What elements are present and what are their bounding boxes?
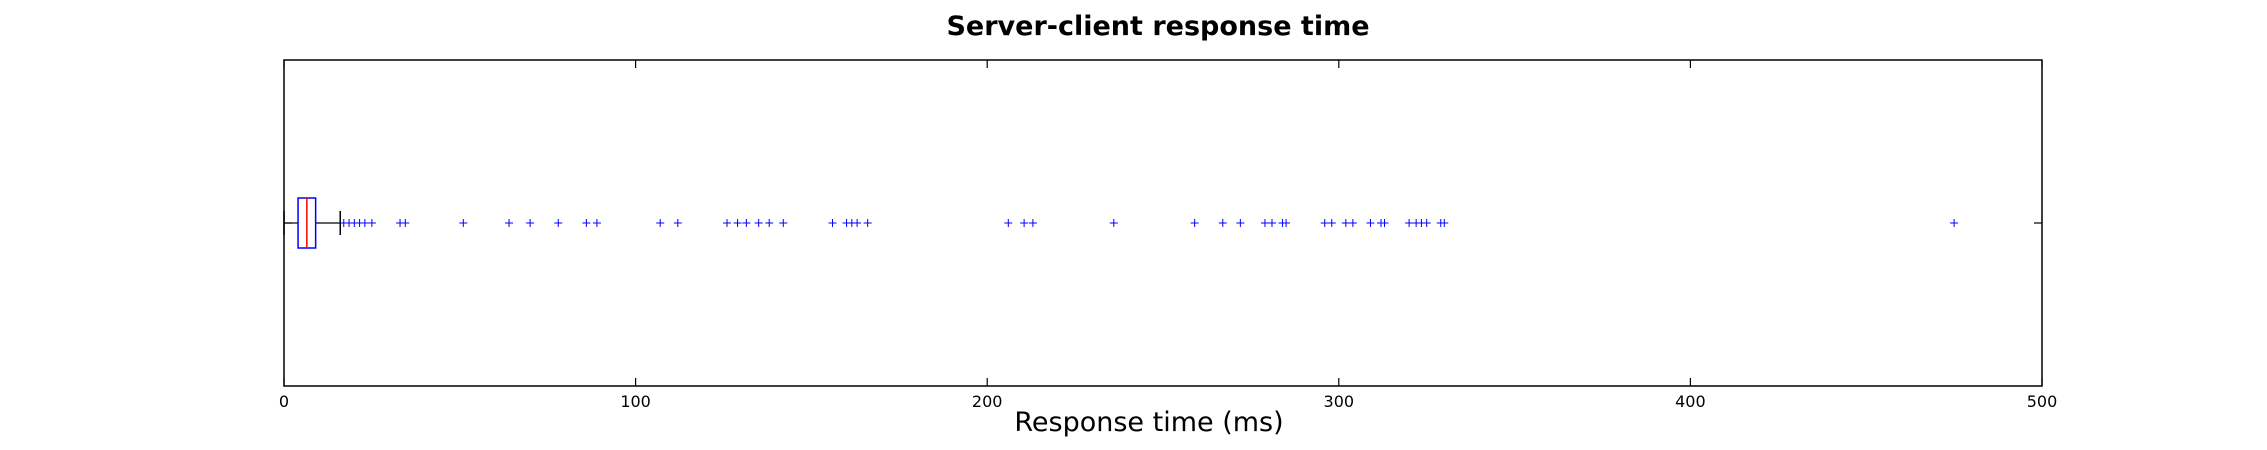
outlier-point [1004, 219, 1013, 227]
outlier-point [742, 219, 751, 227]
x-tick-label: 200 [972, 392, 1003, 411]
outlier-point [1028, 219, 1037, 227]
outlier-point [1020, 219, 1029, 227]
outlier-point [723, 219, 732, 227]
outlier-point [1380, 219, 1389, 227]
x-tick-label: 400 [1675, 392, 1706, 411]
outlier-point [1348, 219, 1357, 227]
outlier-point [1236, 219, 1245, 227]
x-tick-label: 300 [1324, 392, 1355, 411]
x-tick-label: 0 [279, 392, 289, 411]
outlier-point [505, 219, 514, 227]
outlier-point [459, 219, 468, 227]
outlier-point [582, 219, 591, 227]
outlier-point [656, 219, 665, 227]
outlier-point [554, 219, 563, 227]
outlier-point [1109, 219, 1118, 227]
outlier-point [1366, 219, 1375, 227]
outlier-point [1190, 219, 1199, 227]
outlier-point [592, 219, 601, 227]
plot-frame [283, 59, 2043, 387]
outlier-point [1405, 219, 1414, 227]
x-axis-label: Response time (ms) [1014, 407, 1283, 438]
outlier-point [673, 219, 682, 227]
outlier-point [1327, 219, 1336, 227]
outlier-point [1267, 219, 1276, 227]
outlier-point [401, 219, 410, 227]
outlier-point [754, 219, 763, 227]
outlier-point [526, 219, 535, 227]
outlier-point [1950, 219, 1959, 227]
outlier-point [733, 219, 742, 227]
outlier-point [1260, 219, 1269, 227]
chart-title: Server-client response time [946, 11, 1369, 42]
outlier-point [1422, 219, 1431, 227]
outlier-point [863, 219, 872, 227]
outlier-point [779, 219, 788, 227]
outlier-points [339, 219, 1959, 227]
outlier-point [1320, 219, 1329, 227]
box-group [283, 197, 342, 249]
x-tick-label: 100 [620, 392, 651, 411]
x-tick-label: 500 [2027, 392, 2058, 411]
outlier-point [1440, 219, 1449, 227]
outlier-point [828, 219, 837, 227]
outlier-point [1218, 219, 1227, 227]
outlier-point [765, 219, 774, 227]
outlier-point [360, 219, 369, 227]
outlier-point [367, 219, 376, 227]
x-axis-ticks: 0 100 200 300 400 500 [279, 60, 2057, 411]
outlier-point [1341, 219, 1350, 227]
outlier-point [853, 219, 862, 227]
outlier-point [1282, 219, 1291, 227]
